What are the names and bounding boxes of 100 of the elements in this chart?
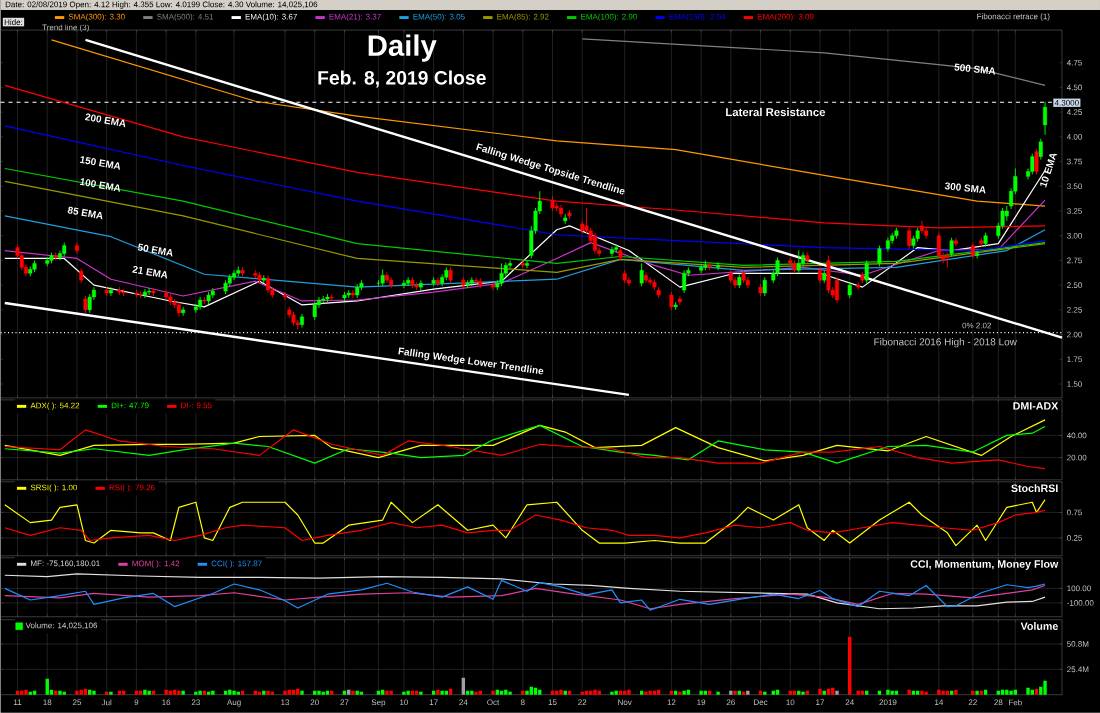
candlestick xyxy=(949,237,954,258)
y-tick-label: 2.00 xyxy=(1067,331,1082,338)
legend-label: EMA(50): 3.05 xyxy=(413,13,465,22)
y-tick-label: 3.50 xyxy=(1067,183,1082,190)
bar xyxy=(474,691,478,695)
x-tick-label: 17 xyxy=(429,699,438,706)
y-tick-label: 1.75 xyxy=(1067,356,1082,363)
annotation: 500 SMA xyxy=(954,63,996,75)
annotation: 200 EMA xyxy=(84,113,126,128)
x-tick-label: 27 xyxy=(340,699,349,706)
ref-line-label: 0% 2.02 xyxy=(962,322,992,329)
x-tick-label: 23 xyxy=(191,699,200,706)
candlestick xyxy=(181,306,186,317)
line-series xyxy=(4,509,1046,542)
bar xyxy=(593,689,597,695)
x-tick-label: Jul xyxy=(101,699,112,706)
bar xyxy=(266,690,270,695)
bar xyxy=(406,690,410,695)
text: Fibonacci retrace (1) xyxy=(977,13,1050,21)
bar xyxy=(886,689,890,695)
x-tick-label: Dec xyxy=(754,699,768,706)
bar xyxy=(24,689,28,695)
x-tick-label: Oct xyxy=(487,699,500,706)
bar xyxy=(1026,687,1030,695)
bar xyxy=(300,690,304,695)
annotation: 300 SMA xyxy=(944,182,986,194)
bar xyxy=(559,689,563,695)
legend-label: SMA(500): 4.51 xyxy=(157,13,214,22)
line-series xyxy=(4,429,1046,470)
candlestick xyxy=(975,250,980,260)
bar xyxy=(109,691,113,695)
bar xyxy=(198,690,202,695)
y-tick-label: 4.75 xyxy=(1066,60,1082,66)
line-series xyxy=(4,199,1046,302)
legend-label: EMA(85): 2.92 xyxy=(497,13,549,22)
bar xyxy=(818,688,822,695)
bar xyxy=(1005,689,1009,695)
bar xyxy=(890,690,894,695)
bar xyxy=(682,690,686,695)
chart-title: Daily xyxy=(368,34,437,62)
x-tick-label: 13 xyxy=(281,699,290,706)
bar xyxy=(270,691,274,695)
bar xyxy=(389,690,393,695)
legend-label: DI+: 47.79 xyxy=(111,402,149,409)
x-tick-label: 10 xyxy=(786,699,795,706)
line-series xyxy=(4,585,1046,610)
y-tick-label: 20.00 xyxy=(1067,454,1087,461)
annotation: 50 EMA xyxy=(137,243,173,257)
x-tick-label: 10 xyxy=(400,699,409,706)
y-tick-label: 4.25 xyxy=(1066,109,1082,116)
bar xyxy=(1043,680,1047,695)
bar xyxy=(648,690,652,695)
bar xyxy=(716,691,720,695)
bar xyxy=(419,691,423,695)
candlestick xyxy=(1038,138,1043,161)
bar xyxy=(147,690,151,695)
bar xyxy=(907,689,911,695)
bar xyxy=(177,690,181,695)
bar xyxy=(296,688,300,695)
bar xyxy=(351,690,355,695)
annotation: 100 EMA xyxy=(79,178,120,193)
x-tick-label: Feb xyxy=(1009,699,1022,706)
bar xyxy=(920,690,924,695)
bar xyxy=(283,690,287,695)
x-tick-label: 24 xyxy=(845,699,854,706)
bar xyxy=(317,690,321,695)
x-tick-label: 12 xyxy=(667,699,676,706)
bar xyxy=(92,690,96,695)
bar xyxy=(924,691,928,695)
x-tick-label: 22 xyxy=(968,699,977,706)
candlestick xyxy=(626,276,631,287)
bar xyxy=(211,690,215,695)
bar xyxy=(181,690,185,695)
x-tick-label: 17 xyxy=(816,699,825,706)
bar xyxy=(741,691,746,695)
legend-label: SMA(300): 3.30 xyxy=(68,13,125,22)
line-series xyxy=(4,579,1046,611)
annotation: Trend line (3) xyxy=(42,24,89,32)
bar xyxy=(491,690,495,695)
annotation: 21 EMA xyxy=(132,266,168,279)
chart-title: CCI, Momentum, Money Flow xyxy=(910,560,1059,571)
chart-title: Volume xyxy=(1020,622,1058,631)
bar xyxy=(801,691,805,695)
bar xyxy=(763,691,767,695)
annotation: Fibonacci 2016 High - 2018 Low xyxy=(874,338,1017,348)
bar xyxy=(194,691,198,695)
legend-label: ADX( ): 54.22 xyxy=(30,402,80,411)
legend-label: EMA(100): 2.90 xyxy=(581,13,637,22)
bar xyxy=(954,689,958,695)
y-tick-label: 25.4M xyxy=(1067,666,1089,673)
bar xyxy=(1009,690,1013,695)
y-tick-label: 2.25 xyxy=(1067,307,1082,313)
candlestick xyxy=(953,237,958,248)
bar xyxy=(228,689,232,695)
y-tick-label: 40.00 xyxy=(1066,432,1087,439)
y-tick-label: 0.75 xyxy=(1067,509,1082,516)
x-tick-label: 14 xyxy=(935,699,944,706)
y-tick-label: 100.00 xyxy=(1067,585,1091,592)
candlestick xyxy=(677,295,682,306)
x-tick-label: 19 xyxy=(697,699,706,706)
